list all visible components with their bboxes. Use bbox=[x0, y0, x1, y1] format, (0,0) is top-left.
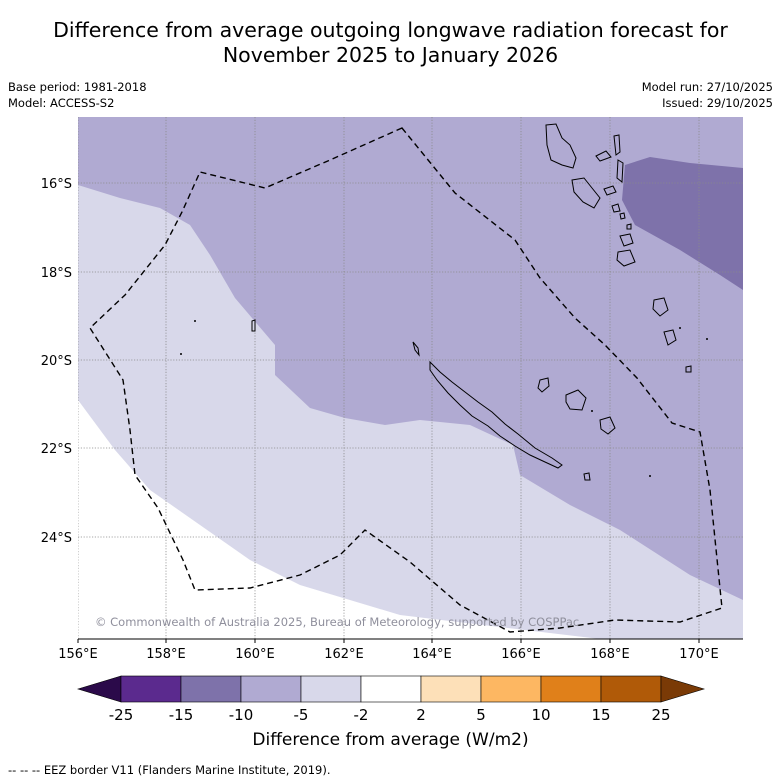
lon-ticks: 156°E 158°E 160°E 162°E 164°E 166°E 168°… bbox=[58, 639, 719, 662]
epi-island bbox=[611, 203, 621, 213]
lat-tick-label: 18°S bbox=[41, 266, 72, 281]
lat-tick-label: 24°S bbox=[41, 531, 72, 546]
title-line-1: Difference from average outgoing longwav… bbox=[53, 18, 728, 42]
lat-tick-label: 22°S bbox=[41, 442, 72, 457]
colorbar-segment bbox=[180, 675, 242, 703]
eez-footnote: -- -- -- EEZ border V11 (Flanders Marine… bbox=[8, 763, 331, 777]
colorbar bbox=[76, 675, 706, 703]
lon-tick-label: 166°E bbox=[501, 647, 541, 662]
colorbar-under-arrow bbox=[76, 675, 122, 703]
belep-islets bbox=[412, 341, 420, 357]
aneityum-island bbox=[663, 329, 677, 346]
reef-dot bbox=[194, 320, 196, 322]
reef-dot bbox=[706, 338, 708, 340]
colorbar-tick-label: -25 bbox=[109, 706, 134, 724]
chesterfield-reef bbox=[251, 319, 256, 332]
lat-tick-label: 16°S bbox=[41, 177, 72, 192]
copyright-notice: © Commonwealth of Australia 2025, Bureau… bbox=[95, 615, 579, 629]
colorbar-ticks: -25 -15 -10 -5 -2 2 5 10 15 25 bbox=[109, 706, 671, 724]
new-caledonia-island bbox=[429, 360, 563, 469]
lon-tick-label: 168°E bbox=[590, 647, 630, 662]
colorbar-segment bbox=[120, 675, 182, 703]
chart-title: Difference from average outgoing longwav… bbox=[0, 18, 781, 68]
lat-ticks: 16°S 18°S 20°S 22°S 24°S bbox=[41, 177, 72, 546]
lifou-island bbox=[565, 389, 587, 411]
colorbar-tick-label: 2 bbox=[416, 706, 426, 724]
lon-tick-label: 160°E bbox=[235, 647, 275, 662]
ambae-island bbox=[595, 150, 612, 162]
model-run-label: Model run: 27/10/2025 bbox=[641, 80, 773, 94]
colorbar-segment bbox=[600, 675, 662, 703]
band-medium-negative bbox=[78, 117, 743, 600]
colorbar-tick-label: 10 bbox=[531, 706, 550, 724]
lon-tick-label: 164°E bbox=[412, 647, 452, 662]
pentecost-island bbox=[616, 159, 624, 183]
model-label: Model: ACCESS-S2 bbox=[8, 96, 115, 110]
colorbar-segment bbox=[300, 675, 362, 703]
reef-dot bbox=[180, 353, 182, 355]
colorbar-tick-label: 25 bbox=[651, 706, 670, 724]
colorbar-tick-label: -5 bbox=[294, 706, 309, 724]
maewo-island bbox=[613, 134, 621, 156]
shepherd-islets bbox=[619, 212, 632, 230]
ambrym-island bbox=[603, 185, 617, 196]
isle-of-pines bbox=[583, 472, 591, 481]
colorbar-segment bbox=[480, 675, 542, 703]
malekula-island bbox=[571, 177, 601, 209]
band-strong-negative bbox=[622, 157, 743, 290]
colorbar-segment bbox=[420, 675, 482, 703]
gridlines bbox=[78, 117, 743, 639]
lon-tick-label: 158°E bbox=[146, 647, 186, 662]
issued-label: Issued: 29/10/2025 bbox=[662, 96, 773, 110]
eez-border bbox=[89, 127, 723, 633]
colorbar-segment bbox=[360, 675, 422, 703]
colorbar-tick-label: -10 bbox=[229, 706, 254, 724]
lat-tick-label: 20°S bbox=[41, 354, 72, 369]
mare-island bbox=[599, 416, 616, 435]
colorbar-tick-label: -2 bbox=[354, 706, 369, 724]
ouvea-island bbox=[537, 377, 550, 393]
efate-island bbox=[619, 233, 634, 247]
espiritu-santo-island bbox=[545, 123, 577, 169]
lon-tick-label: 170°E bbox=[679, 647, 719, 662]
lon-tick-label: 156°E bbox=[58, 647, 98, 662]
colorbar-segment bbox=[240, 675, 302, 703]
title-line-2: November 2025 to January 2026 bbox=[222, 43, 559, 67]
matthew-hunter-islets bbox=[685, 365, 692, 373]
meta-right: Model run: 27/10/2025 Issued: 29/10/2025 bbox=[642, 79, 773, 111]
erromango-island bbox=[616, 249, 636, 267]
reef-dot bbox=[649, 475, 651, 477]
colorbar-over-arrow bbox=[660, 675, 706, 703]
colorbar-tick-label: 5 bbox=[476, 706, 486, 724]
meta-left: Base period: 1981-2018 Model: ACCESS-S2 bbox=[8, 79, 147, 111]
base-period-label: Base period: 1981-2018 bbox=[8, 80, 147, 94]
reef-dot bbox=[679, 327, 681, 329]
reef-dot bbox=[591, 410, 593, 412]
colorbar-segment bbox=[540, 675, 602, 703]
lon-tick-label: 162°E bbox=[324, 647, 364, 662]
map-panel: © Commonwealth of Australia 2025, Bureau… bbox=[78, 117, 743, 639]
tanna-island bbox=[652, 297, 669, 317]
colorbar-tick-label: 15 bbox=[591, 706, 610, 724]
colorbar-tick-label: -15 bbox=[169, 706, 194, 724]
colorbar-title: Difference from average (W/m2) bbox=[252, 730, 529, 750]
